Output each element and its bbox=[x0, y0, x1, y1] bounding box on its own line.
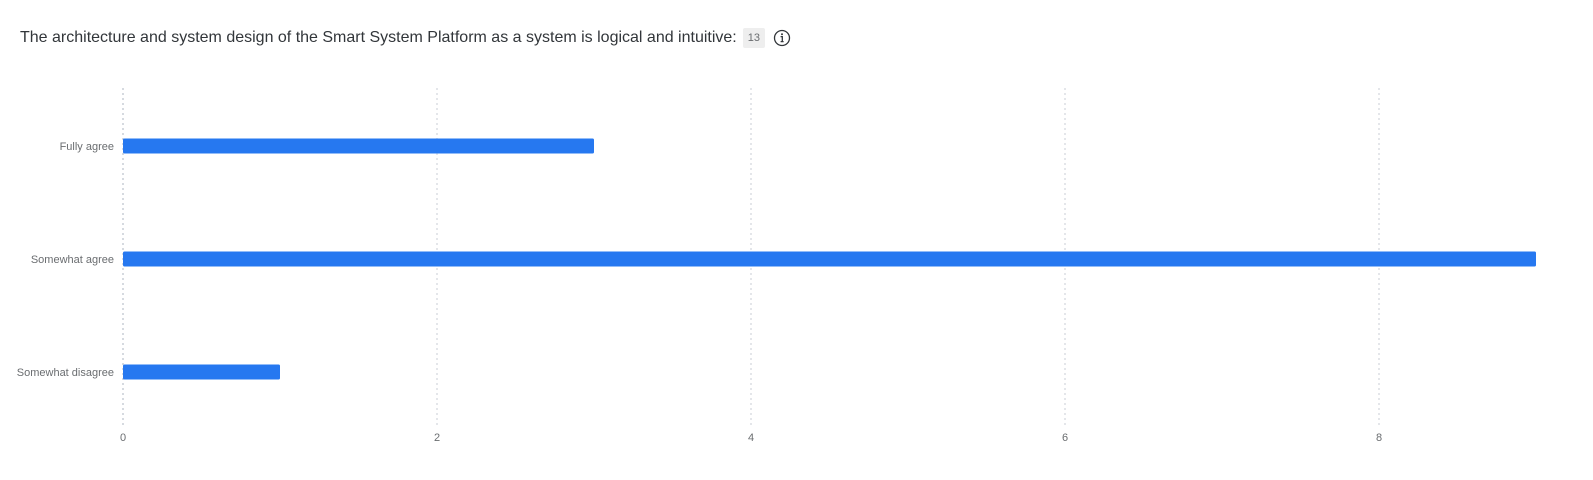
chart-header: The architecture and system design of th… bbox=[20, 26, 791, 50]
x-tick-label: 2 bbox=[434, 432, 440, 444]
category-label: Somewhat disagree bbox=[17, 367, 114, 379]
x-tick-label: 6 bbox=[1062, 432, 1068, 444]
question-title: The architecture and system design of th… bbox=[20, 29, 737, 46]
x-axis-ticks: 0 2 4 6 8 bbox=[120, 432, 1382, 444]
bar-fully-agree[interactable] bbox=[123, 138, 594, 154]
bar-somewhat-agree[interactable] bbox=[123, 251, 1536, 267]
response-count-badge: 13 bbox=[742, 28, 765, 48]
x-tick-label: 0 bbox=[120, 432, 126, 444]
bar-somewhat-disagree[interactable] bbox=[123, 364, 280, 380]
category-label: Somewhat agree bbox=[31, 254, 114, 266]
info-circle-icon[interactable] bbox=[773, 29, 791, 47]
x-tick-label: 4 bbox=[748, 432, 754, 444]
category-labels: Fully agree Somewhat agree Somewhat disagr… bbox=[17, 141, 114, 379]
category-label: Fully agree bbox=[60, 141, 114, 153]
bars bbox=[123, 138, 1536, 380]
x-tick-label: 8 bbox=[1376, 432, 1382, 444]
